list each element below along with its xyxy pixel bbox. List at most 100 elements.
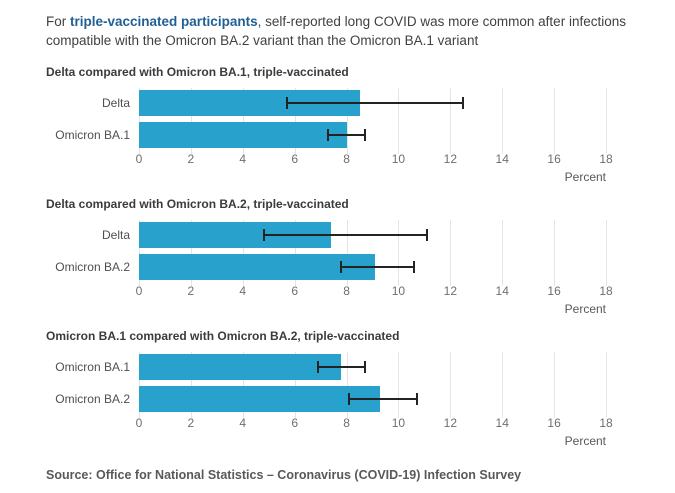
gridline: [450, 220, 452, 286]
bar-row: Delta: [102, 90, 606, 116]
error-cap-high: [425, 229, 428, 241]
plot-area: Delta Omicron BA.2 0 2 4 6 8 10 12 14 16 18 Percent: [55, 220, 613, 316]
tick-label: 14: [495, 152, 509, 166]
x-axis: 0 2 4 6 8 10 12 14 16 18: [135, 416, 613, 430]
bars-area: Delta Omicron BA.1: [55, 88, 607, 154]
error-cap-high: [415, 393, 418, 405]
gridline: [450, 352, 452, 418]
gridline: [242, 352, 244, 418]
gridline: [606, 352, 607, 418]
tick-label: 12: [443, 284, 458, 298]
tick-label: 14: [495, 284, 509, 298]
tick-label: 16: [547, 152, 561, 166]
gridline: [242, 88, 244, 154]
gridline: [450, 88, 452, 154]
gridline: [346, 220, 348, 286]
category-label: Omicron BA.2: [55, 260, 130, 274]
gridline: [139, 88, 140, 154]
error-cap-low: [327, 129, 330, 141]
error-cap-high: [363, 129, 366, 141]
gridline: [190, 220, 192, 286]
chart-delta-vs-omicron-ba2: Delta compared with Omicron BA.2, triple…: [0, 197, 675, 316]
tick-label: 12: [443, 152, 458, 166]
bars-area: Delta Omicron BA.2: [55, 220, 607, 286]
tick-label: 0: [135, 152, 143, 166]
plot-area: Omicron BA.1 Omicron BA.2 0 2 4 6 8 10 12 14 16 18 P…: [55, 352, 613, 448]
source-note: Source: Office for National Statistics –…: [46, 468, 522, 482]
gridline: [139, 352, 140, 418]
tick-label: 0: [135, 416, 143, 430]
bar-row: Delta: [102, 222, 606, 248]
tick-label: 8: [343, 152, 350, 166]
error-bar: [263, 234, 427, 236]
tick-label: 12: [443, 416, 458, 430]
bar-row: Omicron BA.1: [55, 122, 606, 148]
error-bar: [341, 266, 414, 268]
bar-row: Omicron BA.2: [55, 386, 606, 412]
tick-label: 4: [239, 284, 247, 298]
tick-label: 4: [239, 416, 247, 430]
bar: [139, 122, 347, 148]
chart-delta-vs-omicron-ba1: Delta compared with Omicron BA.1, triple…: [0, 65, 675, 184]
tick-label: 6: [291, 416, 298, 430]
gridline: [502, 88, 504, 154]
error-cap-low: [317, 361, 320, 373]
title-highlight: triple-vaccinated participants: [70, 14, 258, 29]
category-label: Omicron BA.1: [55, 360, 130, 374]
x-axis-title: Percent: [564, 302, 606, 316]
tick-label: 6: [291, 152, 298, 166]
gridline: [606, 220, 607, 286]
bar: [139, 386, 381, 412]
x-axis: 0 2 4 6 8 10 12 14 16 18: [135, 152, 613, 166]
gridline: [554, 352, 556, 418]
gridline: [502, 220, 504, 286]
gridline: [502, 352, 504, 418]
chart-omicron-ba1-vs-omicron-ba2: Omicron BA.1 compared with Omicron BA.2,…: [0, 329, 675, 448]
tick-label: 2: [187, 152, 195, 166]
title-suffix: , self-reported long COVID was more comm…: [46, 14, 626, 48]
tick-label: 2: [187, 284, 195, 298]
gridline: [242, 220, 244, 286]
bar-row: Omicron BA.2: [55, 254, 606, 280]
page-title: For triple-vaccinated participants, self…: [46, 12, 641, 50]
tick-label: 0: [135, 284, 143, 298]
tick-label: 4: [239, 152, 247, 166]
tick-label: 16: [547, 284, 561, 298]
bar: [139, 354, 342, 380]
category-label: Omicron BA.1: [55, 128, 130, 142]
category-label: Delta: [101, 96, 130, 110]
tick-label: 10: [391, 152, 406, 166]
gridline: [554, 220, 556, 286]
error-cap-low: [285, 97, 288, 109]
x-axis-title: Percent: [564, 170, 606, 184]
chart-title: Omicron BA.1 compared with Omicron BA.2,…: [46, 329, 400, 343]
error-cap-high: [413, 261, 415, 273]
bars-area: Omicron BA.1 Omicron BA.2: [55, 352, 607, 418]
error-cap-low: [348, 393, 351, 405]
chart-title: Delta compared with Omicron BA.1, triple…: [46, 65, 349, 79]
gridline: [554, 88, 556, 154]
error-bar: [286, 102, 464, 104]
gridline: [190, 352, 192, 418]
tick-label: 2: [187, 416, 195, 430]
gridline: [346, 352, 348, 418]
category-label: Delta: [101, 228, 130, 242]
gridline: [294, 352, 296, 418]
tick-label: 18: [599, 416, 613, 430]
gridline: [294, 220, 296, 286]
error-bar: [349, 398, 417, 400]
tick-label: 16: [547, 416, 561, 430]
tick-label: 10: [391, 284, 406, 298]
charts-container: Delta compared with Omicron BA.1, triple…: [0, 65, 675, 448]
x-axis-title: Percent: [564, 434, 606, 448]
tick-label: 18: [599, 284, 613, 298]
category-label: Omicron BA.2: [55, 392, 130, 406]
title-prefix: For: [46, 14, 71, 29]
gridline: [190, 88, 192, 154]
error-cap-low: [262, 229, 265, 241]
gridline: [346, 88, 348, 154]
tick-label: 6: [291, 284, 298, 298]
tick-label: 10: [391, 416, 406, 430]
error-cap-high: [462, 97, 465, 109]
